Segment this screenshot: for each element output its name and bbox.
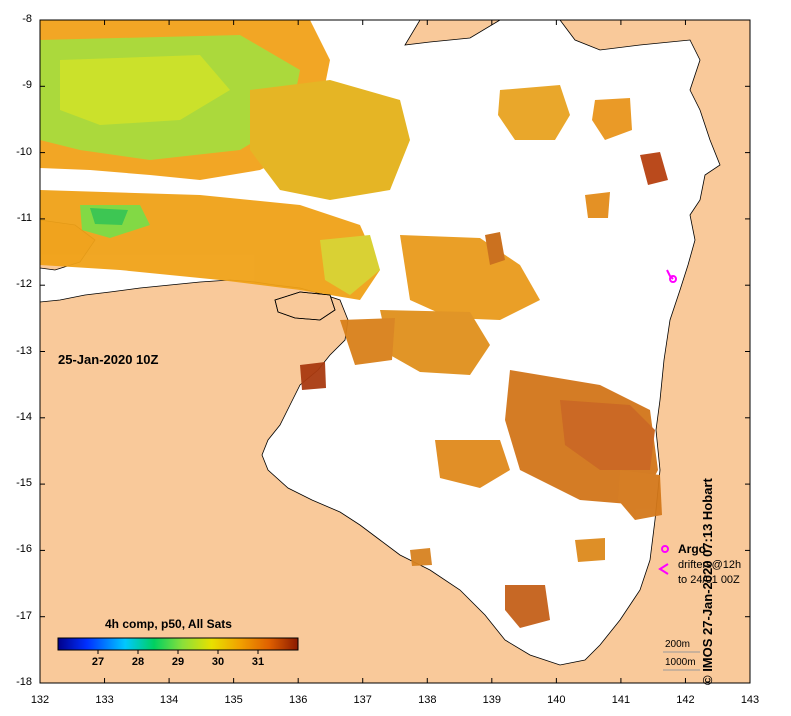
scale-label-200: 200m: [665, 639, 691, 650]
lon-tick-label: 142: [676, 694, 695, 706]
lat-tick-label: -14: [16, 410, 32, 423]
date-label: 25-Jan-2020 10Z: [58, 352, 159, 367]
lat-tick-label: -18: [16, 676, 32, 688]
lat-tick-label: -10: [16, 145, 32, 158]
drifter-track: [666, 269, 674, 280]
lat-tick-label: -17: [16, 609, 32, 622]
lon-tick-label: 132: [30, 694, 50, 706]
colorbar-tick-label: 28: [131, 656, 145, 668]
lat-tick-label: -13: [16, 344, 32, 357]
colorbar-tick-label: 31: [251, 656, 265, 668]
lon-tick-label: 140: [547, 694, 566, 706]
drifter-legend-label: drifters@12h to 24/01 00Z: [678, 558, 741, 588]
lat-tick-label: -12: [16, 278, 32, 291]
colorbar-tick-marks: [97, 650, 259, 654]
colorbar-tick-label: 27: [91, 656, 105, 668]
drifter-legend-icon: [658, 563, 669, 575]
lon-tick-label: 134: [159, 694, 179, 706]
colorbar: [57, 637, 299, 651]
lon-tick-label: 143: [740, 694, 760, 706]
lat-tick-label: -16: [16, 543, 32, 556]
lon-tick-label: 133: [95, 694, 114, 706]
argo-legend-label: Argo: [678, 542, 706, 556]
lat-tick-label: -11: [16, 211, 32, 224]
credit-text: © IMOS 27-Jan-2020 07:13 Hobart: [700, 478, 715, 685]
colorbar-tick-label: 30: [211, 656, 225, 668]
lon-tick-label: 136: [288, 694, 308, 706]
lat-tick-label: -15: [16, 477, 32, 490]
lat-tick-label: -8: [22, 13, 32, 25]
island-outline: [274, 291, 336, 321]
axis-tick-marks: [39, 19, 751, 684]
lon-tick-label: 135: [224, 694, 243, 706]
argo-float-marker: [669, 275, 677, 283]
lon-tick-label: 137: [353, 694, 372, 706]
lat-tick-label: -9: [22, 79, 32, 92]
drifter-legend-line2: to 24/01 00Z: [678, 574, 740, 586]
drifter-legend-line1: drifters@12h: [678, 559, 742, 571]
scale-label-1000: 1000m: [665, 657, 696, 668]
lon-tick-label: 138: [418, 694, 437, 706]
lon-tick-label: 139: [482, 694, 501, 706]
colorbar-title: 4h comp, p50, All Sats: [105, 617, 232, 631]
sst-patches: [40, 20, 668, 628]
argo-legend-icon: [661, 545, 669, 553]
colorbar-tick-label: 29: [171, 656, 185, 668]
lon-tick-label: 141: [611, 694, 631, 706]
